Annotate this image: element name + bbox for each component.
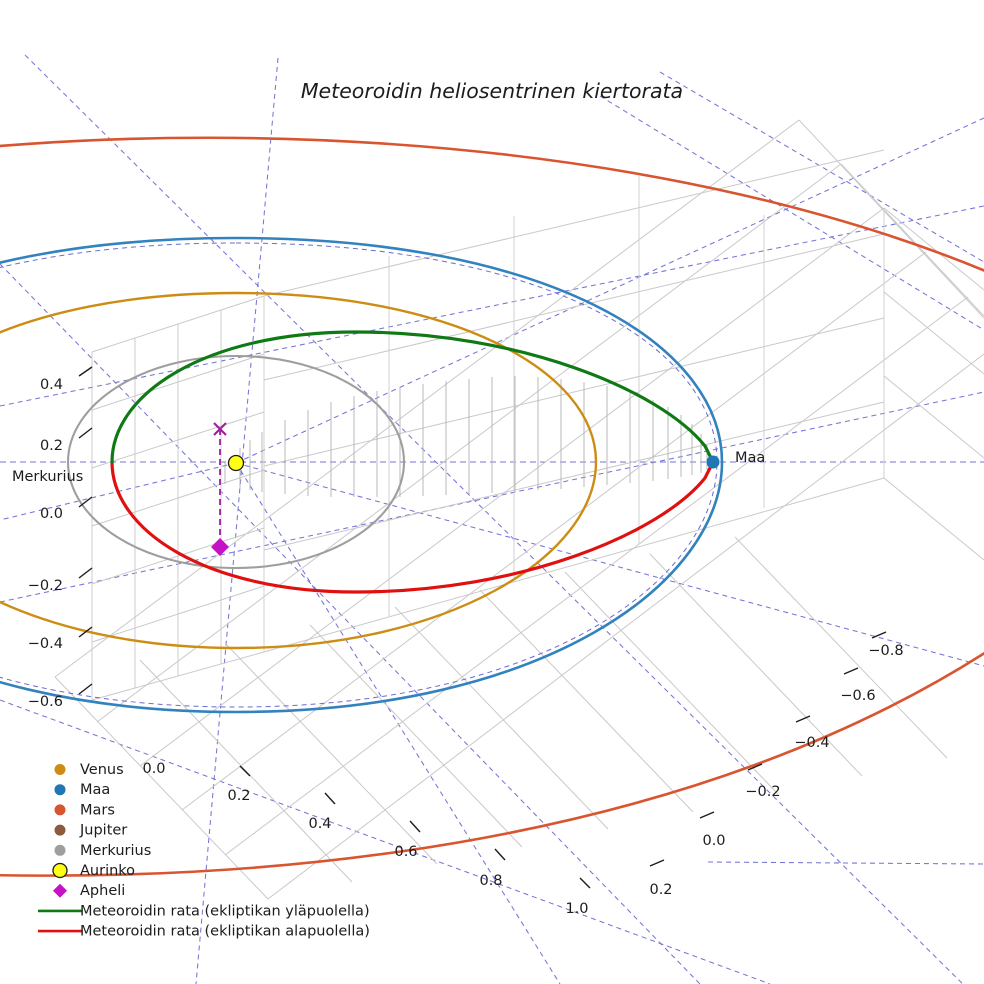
orbit-meteoroid-below (110, 460, 715, 594)
maa-label: Maa (735, 450, 765, 466)
legend-label: Jupiter (79, 823, 127, 839)
z-axis-tick-4: −0.6 (840, 688, 875, 704)
legend-item-meteoroidin[interactable]: Meteoroidin rata (ekliptikan yläpuolella… (38, 903, 370, 919)
legend-marker-dot (54, 844, 66, 856)
orbit-mars (0, 136, 984, 877)
legend-marker-sun (52, 862, 68, 879)
legend-item-apheli[interactable]: Apheli (53, 883, 125, 899)
orbit-venus (0, 291, 598, 650)
page-title: Meteoroidin heliosentrinen kiertorata (301, 79, 683, 103)
y-axis-tick-labels: 0.4 0.2 0.0 −0.2 −0.4 −0.6 (28, 377, 63, 710)
z-axis-tick-3: −0.4 (794, 735, 829, 751)
x-axis-tick-3: 0.6 (394, 844, 417, 860)
legend-item-mars[interactable]: Mars (54, 802, 115, 818)
legend-label: Maa (80, 782, 110, 798)
axes-pane-grid (54, 119, 984, 900)
legend: Venus Maa Mars Jupiter Merkurius Aurinko Aphel… (38, 762, 370, 940)
orbit-merkurius (66, 354, 406, 570)
x-axis-tick-1: 0.2 (227, 788, 250, 804)
x-axis-tick-labels: 0.0 0.2 0.4 0.6 0.8 1.0 (142, 761, 588, 917)
orbit-meteoroid-above (110, 330, 715, 464)
z-axis-tick-1: 0.0 (702, 833, 725, 849)
legend-label: Venus (80, 762, 124, 778)
legend-label: Mars (80, 802, 115, 818)
x-axis-tick-5: 1.0 (565, 901, 588, 917)
legend-item-maa[interactable]: Maa (54, 782, 110, 798)
maa-marker (706, 455, 720, 469)
x-axis-tick-2: 0.4 (308, 816, 331, 832)
y-axis-tick-1: 0.2 (40, 438, 63, 454)
z-axis-tick-labels: 0.2 0.0 −0.2 −0.4 −0.6 −0.8 (649, 643, 903, 898)
merkurius-label: Merkurius (12, 469, 83, 485)
legend-label: Apheli (80, 883, 125, 899)
legend-item-merkurius[interactable]: Merkurius (54, 843, 151, 859)
z-axis-tick-5: −0.8 (868, 643, 903, 659)
x-axis-tick-0: 0.0 (142, 761, 165, 777)
orbit-maa (0, 236, 724, 714)
aurinko-marker (227, 454, 245, 472)
axis-tick-marks (78, 366, 887, 889)
y-axis-tick-5: −0.6 (28, 694, 63, 710)
legend-marker-dot (54, 764, 66, 775)
legend-label: Meteoroidin rata (ekliptikan yläpuolella… (80, 903, 370, 919)
legend-item-venus[interactable]: Venus (54, 762, 124, 778)
orbit-jupiter (0, 0, 984, 60)
legend-label: Meteoroidin rata (ekliptikan alapuolella… (80, 924, 370, 940)
legend-item-jupiter[interactable]: Jupiter (54, 823, 127, 839)
legend-item-meteoroidin[interactable]: Meteoroidin rata (ekliptikan alapuolella… (38, 924, 370, 940)
legend-marker-dot (54, 784, 66, 796)
orbit-maa-dashed (0, 242, 718, 708)
legend-marker-dot (54, 824, 66, 836)
x-axis-tick-4: 0.8 (479, 873, 502, 889)
legend-label: Aurinko (80, 863, 135, 879)
y-axis-tick-0: 0.4 (40, 377, 63, 393)
legend-label: Merkurius (80, 843, 151, 859)
plot-annotations: Maa Merkurius (12, 450, 765, 485)
legend-marker-dot (54, 804, 66, 816)
legend-marker-diamond (53, 883, 67, 898)
z-axis-tick-0: 0.2 (649, 882, 672, 898)
y-axis-tick-2: 0.0 (40, 506, 63, 522)
orbit-stem-lines (224, 376, 708, 497)
y-axis-tick-4: −0.4 (28, 636, 63, 652)
apheli-diamond-marker (211, 538, 229, 556)
legend-item-aurinko[interactable]: Aurinko (52, 862, 135, 879)
z-axis-tick-2: −0.2 (745, 784, 780, 800)
y-axis-tick-3: −0.2 (28, 578, 63, 594)
periheli-x-marker (213, 422, 227, 436)
